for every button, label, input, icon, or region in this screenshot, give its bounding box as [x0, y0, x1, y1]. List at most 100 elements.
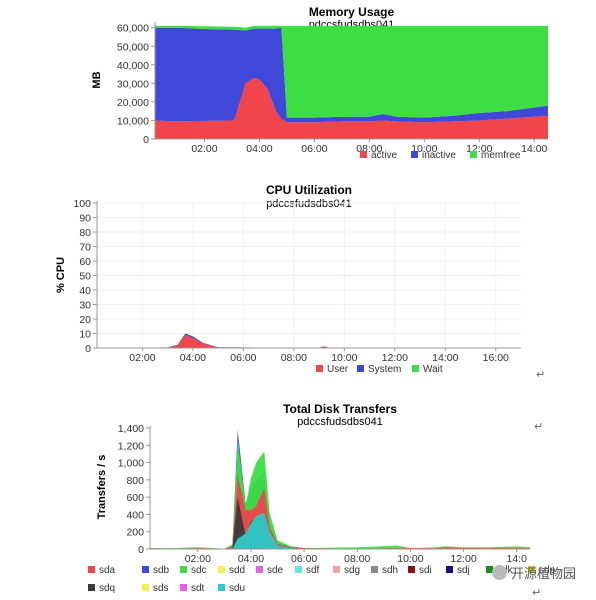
x-tick-label: 04:00: [180, 352, 206, 364]
return-glyph: ↵: [534, 421, 544, 433]
legend-label-sdh: sdh: [382, 565, 398, 576]
legend-label-sda: sda: [99, 565, 116, 576]
legend-label-sdd: sdd: [229, 565, 245, 576]
legend-swatch-active: [360, 151, 367, 158]
x-tick-label: 06:00: [230, 352, 256, 364]
y-tick-label: 1,400: [118, 423, 144, 435]
y-axis-label: MB: [91, 71, 103, 88]
legend-label-sdp: sdp: [539, 565, 556, 576]
legend-swatch-sdu: [218, 584, 225, 591]
y-tick-label: 0: [85, 343, 91, 355]
x-tick-label: 14:00: [521, 143, 547, 155]
legend-swatch-sdc: [180, 566, 187, 573]
y-tick-label: 10: [79, 329, 91, 341]
y-tick-label: 80: [79, 227, 91, 239]
legend-swatch-Wait: [412, 365, 419, 372]
series-area-inactive: [155, 27, 548, 123]
y-tick-label: 400: [126, 509, 144, 521]
legend-label-sdb: sdb: [153, 565, 170, 576]
x-tick-label: 04:00: [246, 143, 272, 155]
series-area-sda: [150, 475, 530, 549]
x-tick-label: 14:00: [432, 352, 458, 364]
legend-swatch-sdt: [180, 584, 187, 591]
y-tick-label: 60: [79, 256, 91, 268]
series-area-sdb: [150, 429, 530, 549]
legend-swatch-sdd: [218, 566, 225, 573]
y-tick-label: 30,000: [117, 78, 149, 90]
legend-swatch-sdb: [142, 566, 149, 573]
x-tick-label: 02:00: [191, 143, 217, 155]
legend-label-sdf: sdf: [306, 565, 320, 576]
legend-label-sdi: sdi: [419, 565, 432, 576]
y-tick-label: 100: [73, 198, 91, 210]
y-tick-label: 20,000: [117, 97, 149, 109]
legend-label-System: System: [368, 364, 401, 375]
series-area-memfree: [155, 25, 548, 118]
x-tick-label: 10:00: [331, 352, 357, 364]
y-tick-label: 200: [126, 527, 144, 539]
watermark: 开源植物园: [491, 563, 576, 582]
y-tick-label: 50,000: [117, 41, 149, 53]
chart-title: Memory Usage: [309, 5, 395, 19]
x-tick-label: 12:00: [450, 553, 476, 565]
series-area-System: [97, 333, 521, 348]
legend-label-inactive: inactive: [422, 150, 456, 161]
series-area-sdq: [150, 497, 530, 549]
chart-title: Total Disk Transfers: [283, 402, 397, 416]
legend-label-sdg: sdg: [344, 565, 360, 576]
chart-subtitle: pdccsfudsdbs041: [297, 416, 383, 428]
x-tick-label: 08:00: [344, 553, 370, 565]
legend-label-sdc: sdc: [191, 565, 207, 576]
legend-swatch-sds: [142, 584, 149, 591]
watermark-text: 开源植物园: [510, 567, 576, 582]
return-glyph: ↵: [532, 587, 542, 599]
x-tick-label: 14:0: [506, 553, 527, 565]
y-tick-label: 40: [79, 285, 91, 297]
x-tick-label: 08:00: [281, 352, 307, 364]
y-axis-label: % CPU: [55, 257, 67, 293]
y-tick-label: 600: [126, 492, 144, 504]
series-area-sdc: [150, 438, 530, 549]
y-tick-label: 10,000: [117, 115, 149, 127]
series-area-User: [97, 334, 521, 348]
legend-swatch-sdj: [446, 566, 453, 573]
series-area-sdu: [150, 512, 530, 549]
y-tick-label: 1,000: [118, 458, 144, 470]
legend-label-active: active: [371, 150, 398, 161]
legend-swatch-sdk: [486, 566, 493, 573]
x-tick-label: 06:00: [291, 553, 317, 565]
x-tick-label: 02:00: [185, 553, 211, 565]
legend-swatch-memfree: [470, 151, 477, 158]
y-tick-label: 800: [126, 475, 144, 487]
legend-label-Wait: Wait: [423, 364, 443, 375]
y-tick-label: 90: [79, 213, 91, 225]
legend-label-sds: sds: [153, 583, 169, 594]
legend-swatch-sda: [88, 566, 95, 573]
legend-label-User: User: [327, 364, 349, 375]
x-tick-label: 02:00: [129, 352, 155, 364]
legend-label-memfree: memfree: [481, 150, 521, 161]
y-axis-label: Transfers / s: [96, 455, 108, 520]
legend-swatch-User: [316, 365, 323, 372]
y-tick-label: 70: [79, 242, 91, 254]
legend-swatch-sdq: [88, 584, 95, 591]
series-area-active: [155, 77, 548, 139]
watermark-logo-icon: [491, 565, 507, 580]
legend-swatch-sdp: [528, 566, 535, 573]
chart-title: CPU Utilization: [266, 183, 352, 197]
legend-label-sdu: sdu: [229, 583, 245, 594]
return-glyph: ↵: [536, 369, 546, 381]
y-tick-label: 0: [143, 134, 149, 146]
y-tick-label: 0: [138, 544, 144, 556]
x-tick-label: 10:00: [397, 553, 423, 565]
legend-swatch-inactive: [411, 151, 418, 158]
legend-label-sdt: sdt: [191, 583, 205, 594]
y-tick-label: 20: [79, 314, 91, 326]
legend-label-sdq: sdq: [99, 583, 115, 594]
legend-swatch-System: [357, 365, 364, 372]
chart-subtitle: pdccsfudsdbs041: [266, 198, 352, 210]
y-tick-label: 60,000: [117, 23, 149, 35]
legend-label-sdj: sdj: [457, 565, 470, 576]
legend-swatch-sdg: [333, 566, 340, 573]
legend-swatch-sdf: [295, 566, 302, 573]
